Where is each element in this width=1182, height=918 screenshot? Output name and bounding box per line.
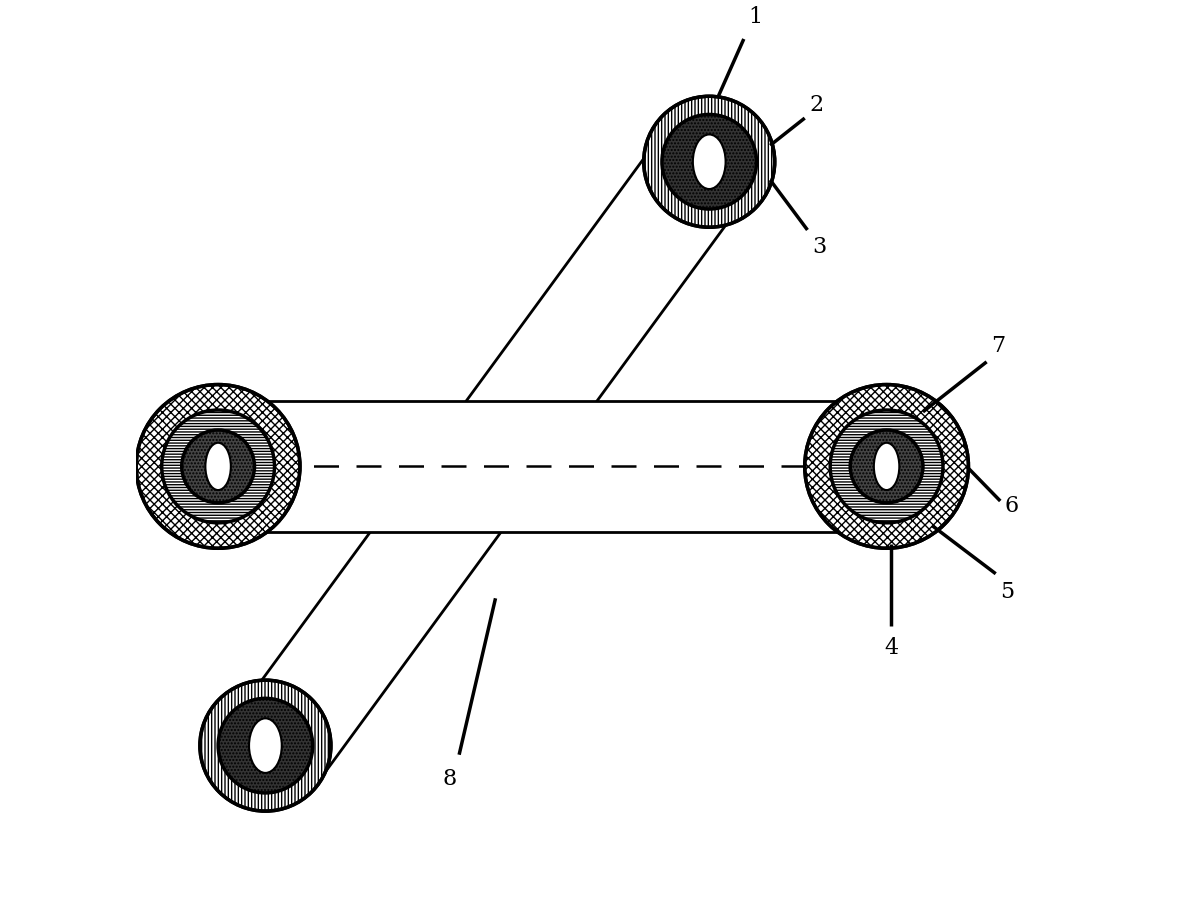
- Text: 5: 5: [1000, 581, 1014, 603]
- Polygon shape: [235, 140, 742, 779]
- Text: 6: 6: [1005, 496, 1019, 518]
- Ellipse shape: [693, 134, 726, 189]
- Text: 4: 4: [884, 637, 898, 659]
- Circle shape: [662, 115, 756, 209]
- Polygon shape: [187, 401, 928, 532]
- Ellipse shape: [873, 442, 900, 490]
- Circle shape: [805, 385, 968, 548]
- Circle shape: [182, 430, 254, 503]
- Text: 7: 7: [992, 335, 1006, 357]
- Circle shape: [136, 385, 300, 548]
- Text: 8: 8: [443, 768, 457, 790]
- Ellipse shape: [249, 719, 281, 773]
- Ellipse shape: [206, 442, 230, 490]
- Circle shape: [850, 430, 923, 503]
- Circle shape: [644, 96, 774, 228]
- Circle shape: [162, 410, 274, 523]
- Text: 3: 3: [812, 236, 826, 258]
- Text: 1: 1: [748, 6, 762, 28]
- Circle shape: [200, 680, 331, 812]
- Circle shape: [830, 410, 943, 523]
- Text: 2: 2: [810, 95, 824, 117]
- Circle shape: [219, 699, 313, 793]
